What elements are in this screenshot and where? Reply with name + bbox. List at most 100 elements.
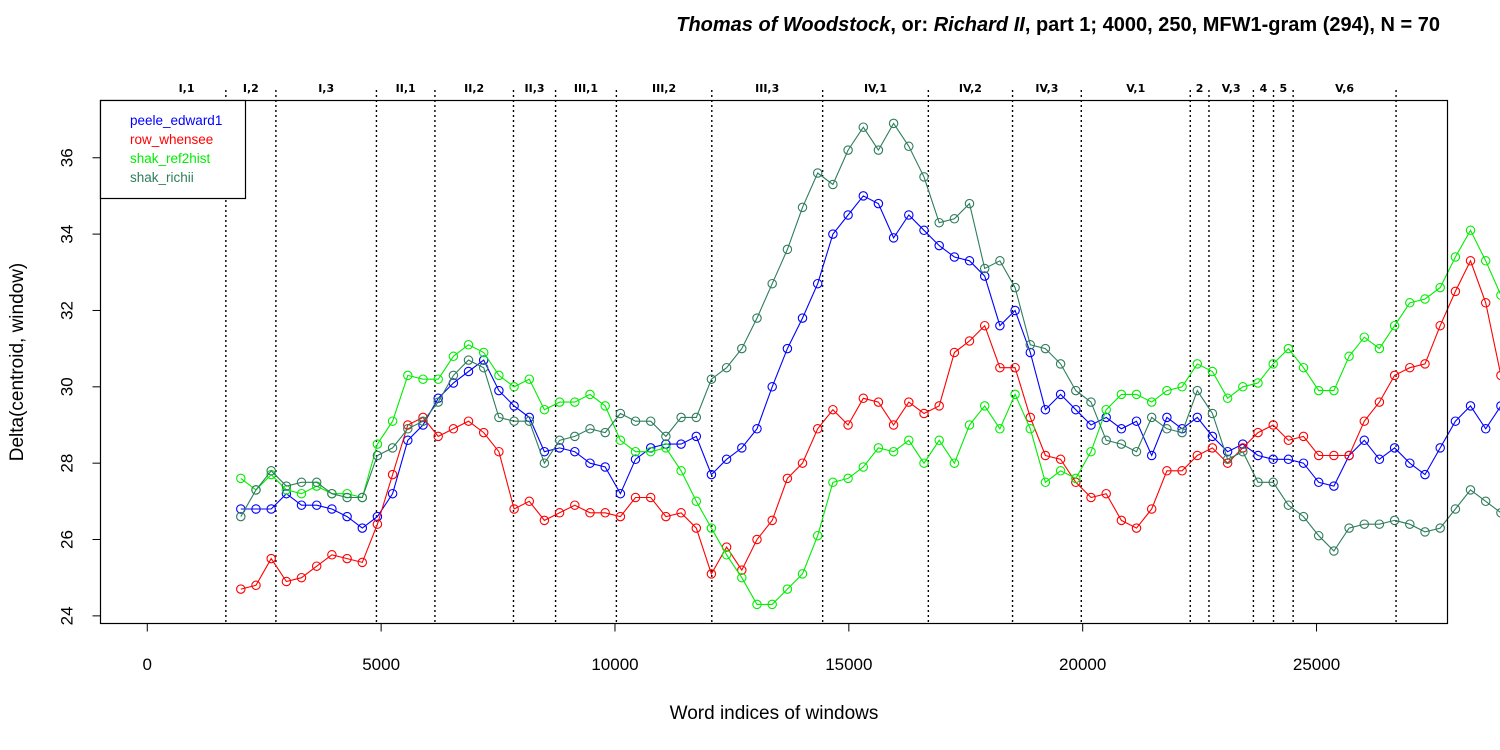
data-point (661, 511, 671, 522)
series-line (240, 195, 1500, 529)
data-point (1298, 511, 1309, 522)
data-point (782, 343, 793, 354)
chart-title-part: , part 1; 4000, 250, MFW1-gram (294), N … (1025, 14, 1440, 36)
data-point (1389, 443, 1400, 453)
data-point (1207, 431, 1218, 442)
data-point (934, 240, 944, 251)
data-point (463, 416, 474, 426)
data-point (251, 504, 261, 514)
data-point (1405, 458, 1415, 468)
series-line (240, 259, 1500, 590)
y-axis: 24 26 28 30 32 34 36 (58, 148, 101, 625)
data-point (1389, 320, 1400, 331)
data-point (1177, 382, 1187, 392)
data-point (721, 550, 732, 560)
x-tick-label: 25000 (1293, 655, 1340, 674)
chart-title-part: , or: (890, 14, 933, 36)
data-point (904, 141, 914, 152)
data-point (858, 393, 869, 404)
data-point (1496, 508, 1500, 518)
data-point (706, 569, 717, 579)
data-point (266, 553, 276, 564)
data-point (1040, 450, 1051, 461)
data-point (888, 420, 899, 430)
data-point (797, 202, 808, 213)
data-point (1344, 450, 1354, 461)
data-point (615, 408, 626, 419)
scene-label: IV,3 (1035, 82, 1058, 95)
data-point (1420, 359, 1430, 369)
data-point (615, 511, 626, 522)
data-point (858, 122, 869, 132)
legend-entry: peele_edward1 (130, 113, 222, 128)
data-point (661, 443, 671, 453)
data-point (767, 599, 777, 610)
data-point (1405, 298, 1415, 308)
legend: peele_edward1 row_whensee shak_ref2histsha… (99, 99, 247, 200)
data-point (1238, 446, 1248, 457)
data-point (1329, 450, 1339, 461)
data-point (949, 252, 960, 262)
data-point (1101, 404, 1111, 415)
data-point (1146, 412, 1157, 423)
data-point (1131, 416, 1142, 426)
x-tick-label: 20000 (1059, 655, 1106, 674)
data-point (494, 412, 504, 423)
data-point (1162, 424, 1172, 434)
data-point (964, 420, 975, 430)
data-point (251, 485, 261, 495)
data-point (1283, 343, 1294, 354)
data-point (737, 572, 747, 583)
data-point (463, 366, 474, 377)
data-point (1435, 320, 1445, 331)
series-layer (236, 118, 1500, 610)
data-point (630, 454, 641, 465)
data-point (1268, 477, 1278, 488)
data-point (858, 191, 869, 201)
data-point (311, 561, 322, 571)
data-point (570, 431, 580, 442)
data-point (296, 500, 307, 510)
data-point (1298, 458, 1309, 468)
data-point (1313, 477, 1324, 488)
data-point (691, 431, 702, 442)
data-point (1207, 366, 1218, 377)
data-point (995, 256, 1005, 266)
data-point (1374, 519, 1385, 529)
data-point (1450, 286, 1461, 297)
data-point (448, 351, 459, 362)
data-point (630, 416, 641, 426)
data-point (1405, 362, 1415, 373)
data-point (1480, 496, 1491, 507)
scene-label: 2 (1196, 82, 1204, 95)
data-point (1010, 362, 1020, 373)
data-point (645, 416, 656, 426)
series-row_whensee (236, 256, 1500, 594)
data-point (1040, 343, 1051, 354)
data-point (1192, 359, 1203, 369)
data-point (812, 278, 823, 289)
data-point (1192, 385, 1203, 396)
data-point (1238, 382, 1248, 392)
data-point (509, 504, 519, 514)
data-point (615, 435, 626, 446)
data-point (888, 118, 899, 129)
data-point (873, 198, 884, 209)
data-point (1055, 359, 1066, 369)
data-point (767, 382, 777, 392)
data-point (600, 462, 610, 472)
data-point (418, 374, 428, 384)
data-point (767, 278, 777, 289)
data-point (888, 446, 899, 457)
scene-label: IV,2 (959, 82, 982, 95)
data-point (1040, 404, 1051, 415)
data-point (1025, 424, 1036, 434)
scene-label: III,2 (652, 82, 676, 95)
data-point (706, 374, 717, 384)
data-point (1480, 424, 1491, 434)
data-point (357, 557, 368, 568)
data-point (1253, 450, 1263, 461)
data-point (372, 511, 383, 522)
data-point (1101, 412, 1111, 423)
data-point (661, 431, 671, 442)
